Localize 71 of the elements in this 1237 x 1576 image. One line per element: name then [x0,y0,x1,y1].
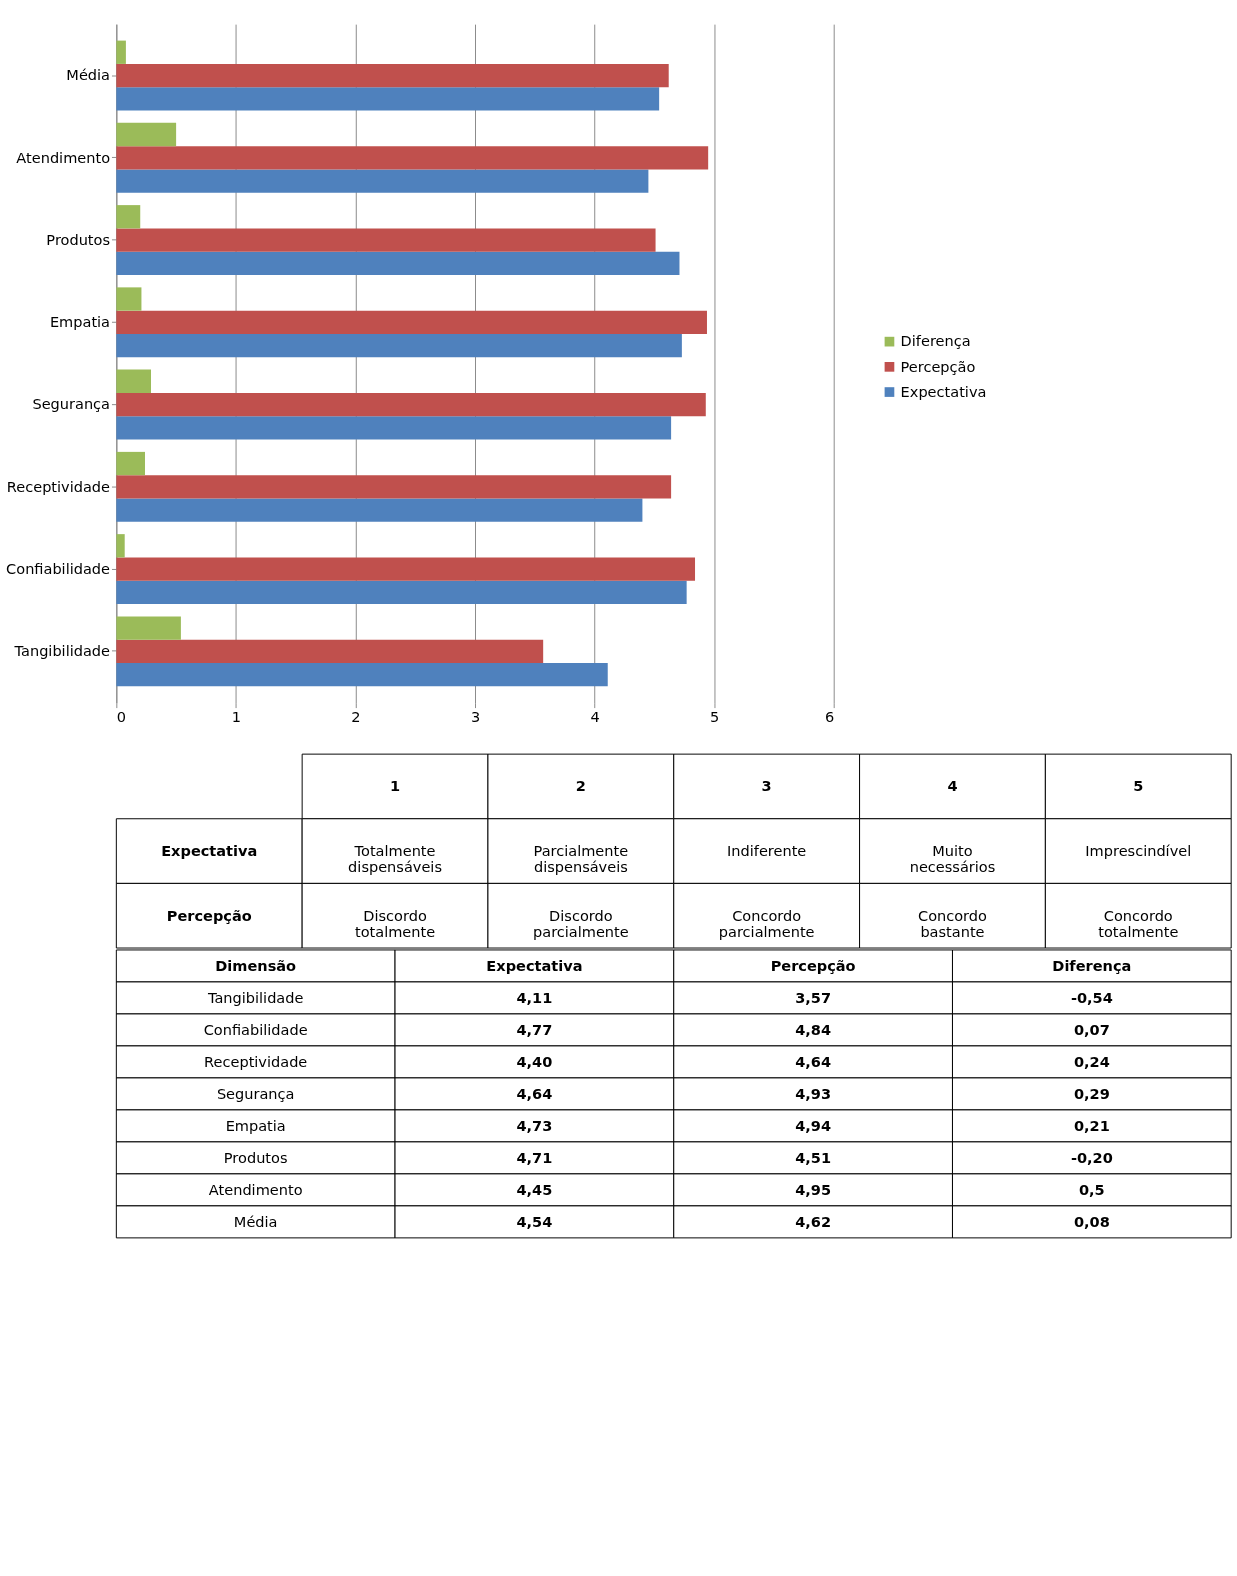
text: 3,57 [795,989,832,1006]
x-tick-label: 0 [116,708,127,725]
y-tick-label: Receptividade [6,478,111,495]
category-label: Produtos [223,1149,288,1166]
y-tick-label: Tangibilidade [13,643,111,660]
text: 0,07 [1073,1021,1110,1038]
category-label: Segurança [216,1085,295,1102]
text: 3 [761,778,772,795]
text: 4,40 [516,1053,553,1070]
category-label: Receptividade [204,1053,308,1070]
text: Totalmente dispensáveis [348,842,442,876]
text: 4,94 [795,1117,832,1134]
text: Percepção [166,907,252,924]
category-label: Confiabilidade [203,1021,308,1038]
text: 4,11 [516,989,553,1006]
x-tick-label: 5 [710,708,720,725]
text: Dimensão [215,957,297,974]
text: 4,64 [795,1053,832,1070]
text: Expectativa [486,957,583,974]
text: 4,51 [795,1149,832,1166]
y-tick-label: Segurança [32,396,111,413]
text: 5 [1133,778,1144,795]
text: Concordo bastante [917,907,988,941]
text: 4 [947,778,958,795]
x-tick-label: 1 [231,708,242,725]
text: 0,08 [1073,1213,1110,1230]
text: Concordo totalmente [1098,907,1179,941]
text: Diferença [1052,957,1132,974]
y-tick-label: Produtos [46,231,111,248]
text: 2 [575,778,586,795]
text: 4,95 [795,1181,832,1198]
text: -0,20 [1070,1149,1113,1166]
text: Discordo totalmente [354,907,436,941]
x-tick-label: 4 [590,708,600,725]
text: 4,62 [795,1213,832,1230]
x-tick-label: 2 [351,708,361,725]
text: 4,84 [795,1021,832,1038]
text: Expectativa [161,842,258,859]
text: 4,71 [516,1149,553,1166]
text: 1 [389,778,401,795]
category-label: Empatia [225,1117,286,1134]
legend-label: Expectativa [900,383,987,400]
text: Discordo parcialmente [533,907,629,941]
x-tick-label: 3 [470,708,481,725]
text: Indiferente [727,842,807,859]
text: Percepção [770,957,856,974]
legend-label: Percepção [900,358,976,375]
text: 4,93 [795,1085,832,1102]
y-tick-label: Confiabilidade [6,560,111,577]
text: 0,21 [1073,1117,1110,1134]
text: 0,24 [1073,1053,1110,1070]
text: Imprescindível [1085,842,1192,859]
y-tick-label: Atendimento [16,149,111,166]
category-label: Média [233,1213,278,1230]
y-tick-label: Média [66,67,111,84]
text: -0,54 [1070,989,1113,1006]
text: 4,77 [516,1021,553,1038]
legend-label: Diferença [900,333,971,350]
text: Concordo parcialmente [718,907,815,941]
text: 0,29 [1073,1085,1110,1102]
text: Parcialmente dispensáveis [533,842,629,876]
y-tick-label: Empatia [49,314,111,331]
text: 4,45 [516,1181,553,1198]
x-tick-label: 6 [824,708,835,725]
category-label: Atendimento [208,1181,303,1198]
text: Muito necessários [909,842,996,876]
text: 4,73 [516,1117,553,1134]
text: 4,64 [516,1085,553,1102]
text: 4,54 [516,1213,553,1230]
category-label: Tangibilidade [207,989,304,1006]
text: 0,5 [1078,1181,1105,1198]
